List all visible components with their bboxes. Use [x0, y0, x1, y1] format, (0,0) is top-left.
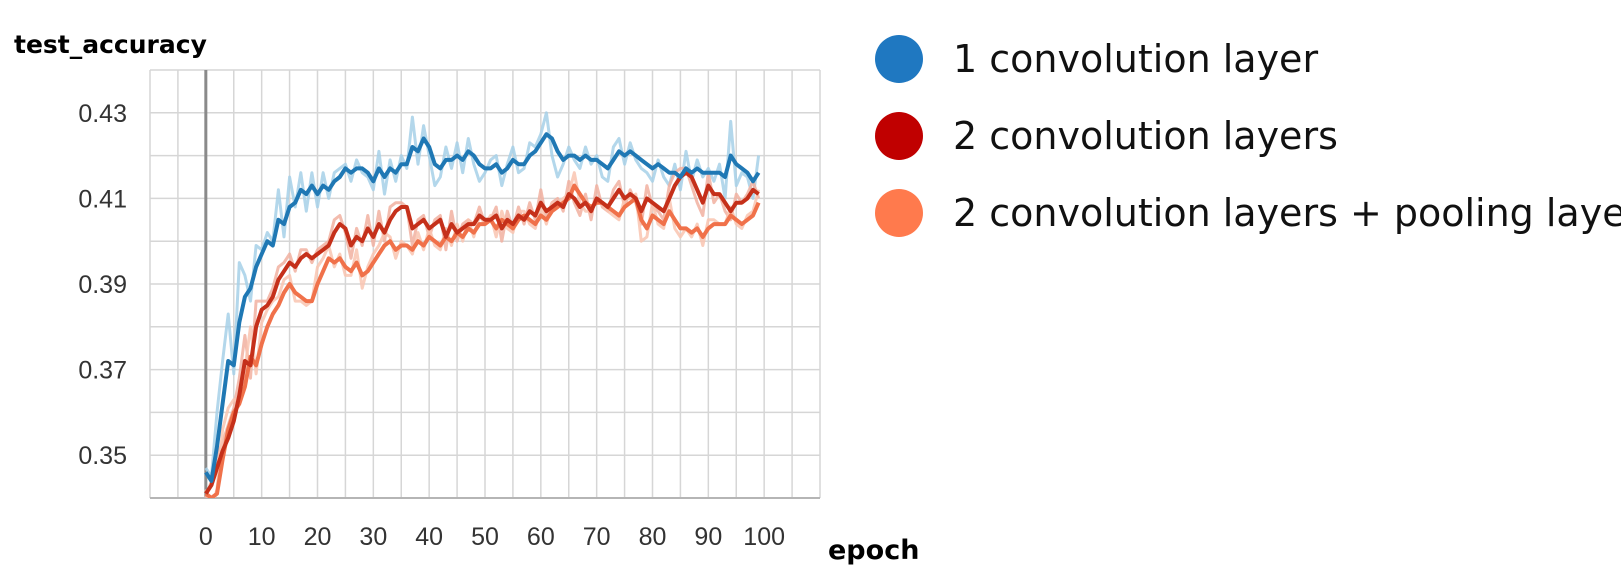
- legend-label-2-conv-pool: 2 convolution layers + pooling layer: [953, 190, 1621, 235]
- x-tick-label: 90: [694, 523, 722, 551]
- legend-label-2-conv: 2 convolution layers: [953, 113, 1338, 158]
- legend-swatch-2-conv: [875, 111, 923, 160]
- legend-item-2-conv-pool[interactable]: 2 convolution layers + pooling layer: [875, 174, 1621, 251]
- series-line-2: [204, 183, 761, 498]
- y-tick-label: 0.35: [78, 442, 127, 470]
- legend-swatch-1-conv: [875, 34, 923, 83]
- y-tick-label: 0.39: [78, 271, 127, 299]
- series-line-1: [204, 170, 760, 495]
- x-tick-label: 0: [199, 523, 213, 551]
- y-axis-label: test_accuracy: [14, 30, 207, 59]
- x-tick-label: 30: [359, 523, 387, 551]
- x-tick-label: 70: [583, 523, 611, 551]
- y-tick-label: 0.43: [78, 100, 127, 128]
- legend-label-1-conv: 1 convolution layer: [953, 36, 1319, 81]
- x-tick-label: 50: [471, 523, 499, 551]
- x-axis-label: epoch: [828, 535, 920, 566]
- x-tick-label: 80: [639, 523, 667, 551]
- x-tick-label: 60: [527, 523, 555, 551]
- legend-swatch-2-conv-pool: [875, 188, 923, 237]
- y-tick-label: 0.37: [78, 357, 127, 385]
- x-tick-label: 100: [743, 523, 785, 551]
- y-tick-label: 0.41: [78, 185, 127, 213]
- legend-item-2-conv[interactable]: 2 convolution layers: [875, 97, 1621, 174]
- series-line-0: [204, 132, 761, 483]
- legend-item-1-conv[interactable]: 1 convolution layer: [875, 20, 1621, 97]
- x-tick-label: 20: [304, 523, 332, 551]
- series-raw-line-0: [204, 111, 761, 479]
- legend: 1 convolution layer 2 convolution layers…: [875, 20, 1621, 251]
- x-tick-label: 10: [248, 523, 276, 551]
- x-tick-label: 40: [415, 523, 443, 551]
